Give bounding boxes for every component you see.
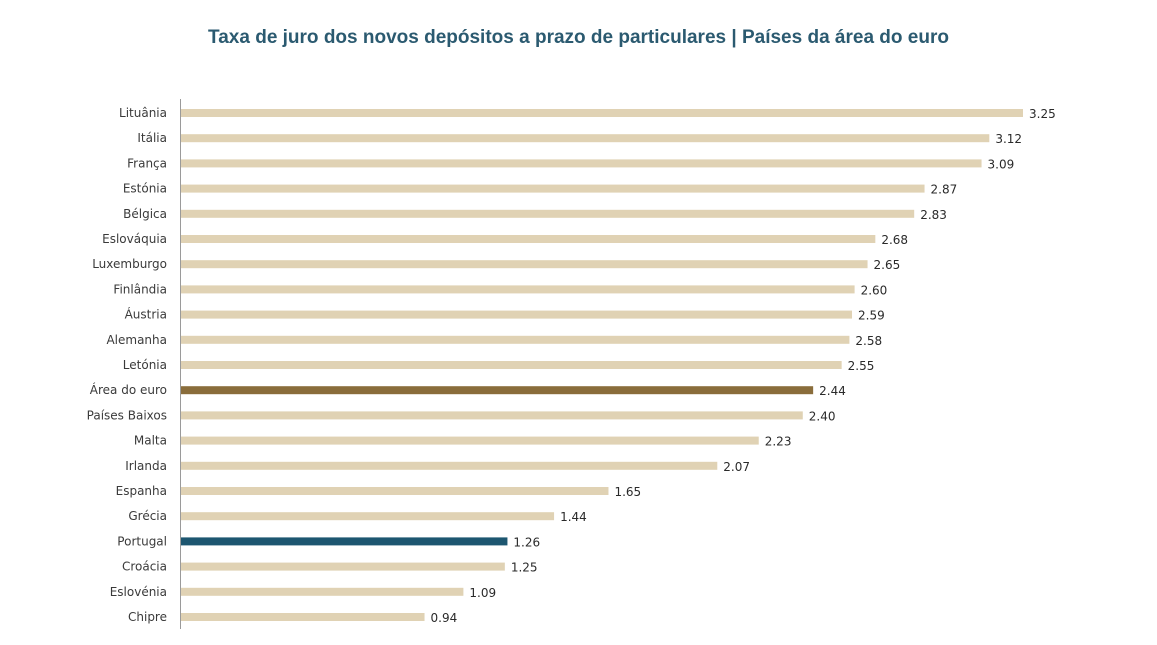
value-label-belgica: 2.83 bbox=[920, 208, 947, 222]
category-label-area-do-euro: Área do euro bbox=[90, 382, 167, 397]
bar-grecia bbox=[181, 512, 555, 521]
value-label-estonia: 2.87 bbox=[931, 183, 958, 197]
category-label-malta: Malta bbox=[134, 434, 167, 448]
bar-franca bbox=[181, 159, 982, 168]
category-label-croacia: Croácia bbox=[122, 560, 167, 574]
bar-italia bbox=[181, 134, 990, 143]
bar-croacia bbox=[181, 562, 505, 571]
category-label-estonia: Estónia bbox=[123, 182, 167, 196]
value-labels: 3.25 3.12 3.09 2.87 2.83 2.68 2.65 2.60 2.59 2.58… bbox=[431, 107, 1056, 625]
value-label-eslovenia: 1.09 bbox=[469, 586, 496, 600]
value-label-eslovaquia: 2.68 bbox=[881, 233, 908, 247]
value-label-italia: 3.12 bbox=[995, 132, 1022, 146]
category-label-alemanha: Alemanha bbox=[106, 333, 167, 347]
value-label-grecia: 1.44 bbox=[560, 510, 587, 524]
category-label-eslovaquia: Eslováquia bbox=[102, 232, 167, 246]
category-label-paises-baixos: Países Baixos bbox=[87, 408, 167, 422]
bar-finlandia bbox=[181, 285, 855, 294]
category-label-franca: França bbox=[127, 156, 167, 170]
bar-espanha bbox=[181, 487, 609, 495]
value-label-malta: 2.23 bbox=[765, 435, 792, 449]
bar-chipre bbox=[181, 613, 425, 621]
category-label-grecia: Grécia bbox=[128, 509, 167, 523]
value-label-austria: 2.59 bbox=[858, 309, 885, 323]
chart-title: Taxa de juro dos novos depósitos a prazo… bbox=[208, 27, 949, 48]
value-label-franca: 3.09 bbox=[988, 157, 1015, 171]
value-label-espanha: 1.65 bbox=[614, 485, 641, 499]
category-label-chipre: Chipre bbox=[128, 610, 167, 624]
bar-area-do-euro bbox=[181, 386, 814, 395]
bar-belgica bbox=[181, 209, 915, 218]
value-label-irlanda: 2.07 bbox=[723, 460, 750, 474]
category-label-italia: Itália bbox=[137, 131, 167, 145]
bar-letonia bbox=[181, 361, 842, 369]
value-label-alemanha: 2.58 bbox=[855, 334, 882, 348]
bar-luxemburgo bbox=[181, 260, 868, 269]
bar-austria bbox=[181, 310, 853, 319]
category-label-luxemburgo: Luxemburgo bbox=[92, 257, 167, 271]
bar-alemanha bbox=[181, 335, 850, 344]
bar-estonia bbox=[181, 184, 925, 193]
category-label-irlanda: Irlanda bbox=[125, 459, 167, 473]
bars-layer bbox=[181, 109, 1023, 621]
value-label-area-do-euro: 2.44 bbox=[819, 384, 846, 398]
category-label-letonia: Letónia bbox=[123, 358, 167, 372]
category-label-finlandia: Finlândia bbox=[113, 282, 167, 296]
value-label-letonia: 2.55 bbox=[848, 359, 875, 373]
value-label-chipre: 0.94 bbox=[431, 611, 458, 625]
category-label-lituania: Lituânia bbox=[119, 106, 167, 120]
value-label-portugal: 1.26 bbox=[513, 535, 540, 549]
category-label-belgica: Bélgica bbox=[123, 207, 167, 221]
bar-malta bbox=[181, 436, 759, 445]
bar-paises-baixos bbox=[181, 411, 803, 420]
bar-eslovaquia bbox=[181, 235, 876, 243]
value-label-paises-baixos: 2.40 bbox=[809, 409, 836, 423]
value-label-luxemburgo: 2.65 bbox=[874, 258, 901, 272]
category-label-portugal: Portugal bbox=[117, 534, 167, 548]
value-label-lituania: 3.25 bbox=[1029, 107, 1056, 121]
category-labels: Lituânia Itália França Estónia Bélgica Eslová… bbox=[87, 106, 167, 624]
value-label-croacia: 1.25 bbox=[511, 561, 538, 575]
value-label-finlandia: 2.60 bbox=[861, 283, 888, 297]
category-label-eslovenia: Eslovénia bbox=[110, 585, 167, 599]
bar-lituania bbox=[181, 109, 1023, 117]
bar-eslovenia bbox=[181, 587, 464, 596]
category-label-espanha: Espanha bbox=[116, 484, 167, 498]
bar-irlanda bbox=[181, 461, 718, 470]
bar-portugal bbox=[181, 537, 508, 546]
category-label-austria: Áustria bbox=[125, 307, 167, 322]
